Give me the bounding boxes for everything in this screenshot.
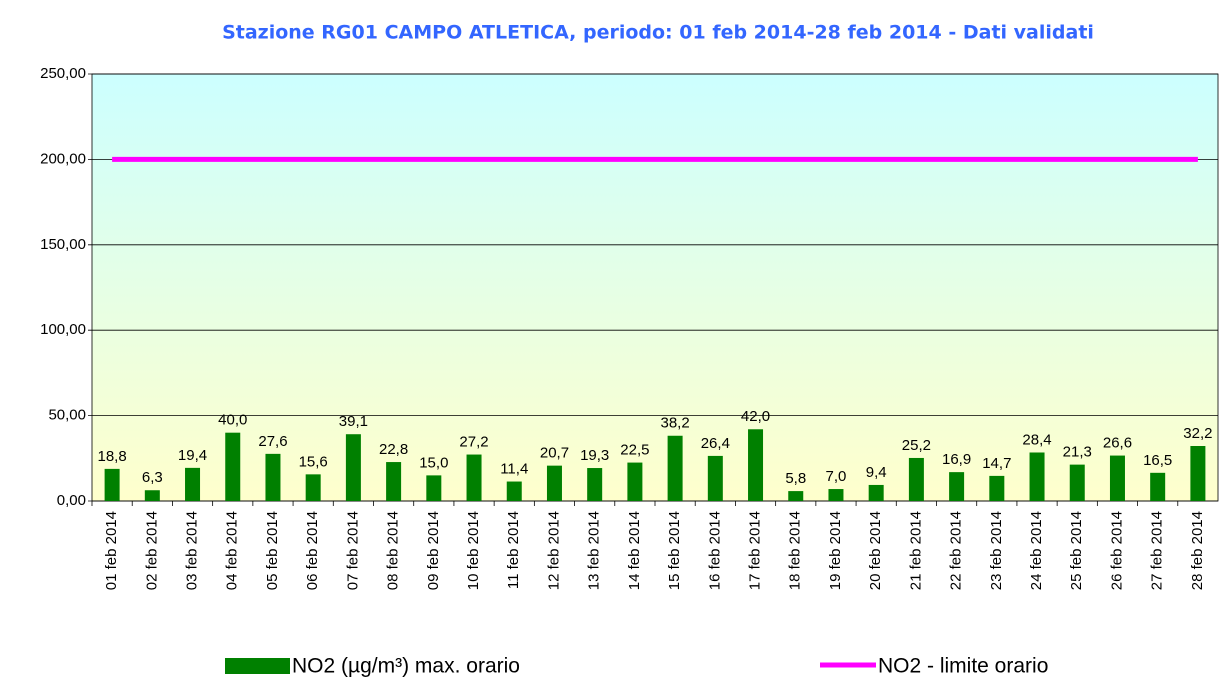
data-label: 39,1 xyxy=(339,413,368,430)
x-tick-label: 08 feb 2014 xyxy=(385,511,402,590)
data-label: 16,9 xyxy=(942,451,971,468)
x-tick-label: 09 feb 2014 xyxy=(425,511,442,590)
bar xyxy=(466,454,482,501)
bar xyxy=(587,468,603,501)
x-tick-label: 19 feb 2014 xyxy=(827,511,844,590)
y-tick-label: 200,00 xyxy=(40,150,86,167)
data-label: 15,0 xyxy=(419,454,448,471)
y-tick-label: 100,00 xyxy=(40,321,86,338)
x-tick-label: 12 feb 2014 xyxy=(545,511,562,590)
legend-label: NO2 - limite orario xyxy=(878,655,1048,678)
y-tick-label: 150,00 xyxy=(40,236,86,253)
bar xyxy=(908,457,924,501)
x-tick-label: 13 feb 2014 xyxy=(586,511,603,590)
x-tick-label: 17 feb 2014 xyxy=(747,511,764,590)
x-tick-label: 06 feb 2014 xyxy=(304,511,321,590)
data-label: 15,6 xyxy=(299,453,328,470)
bar xyxy=(788,491,804,501)
data-label: 14,7 xyxy=(982,455,1011,472)
data-label: 7,0 xyxy=(826,468,847,485)
bar xyxy=(185,467,201,501)
bar xyxy=(1190,446,1206,501)
y-tick-label: 250,00 xyxy=(40,65,86,82)
bar xyxy=(1109,455,1125,501)
legend-label: NO2 (µg/m³) max. orario xyxy=(292,655,520,678)
bar xyxy=(707,455,723,501)
chart-title: Stazione RG01 CAMPO ATLETICA, periodo: 0… xyxy=(222,22,1094,44)
bar xyxy=(627,462,643,501)
bar xyxy=(1150,472,1166,501)
data-label: 20,7 xyxy=(540,445,569,462)
x-tick-label: 11 feb 2014 xyxy=(505,511,522,589)
bar xyxy=(506,481,522,501)
x-tick-label: 25 feb 2014 xyxy=(1068,511,1085,590)
x-tick-label: 05 feb 2014 xyxy=(264,511,281,590)
bar xyxy=(225,432,241,501)
bar xyxy=(546,465,562,501)
x-tick-label: 21 feb 2014 xyxy=(907,511,924,590)
x-tick-label: 04 feb 2014 xyxy=(224,511,241,590)
data-label: 27,2 xyxy=(459,434,488,451)
bar xyxy=(386,462,402,501)
bar xyxy=(667,435,683,501)
bar xyxy=(305,474,321,501)
x-tick-label: 24 feb 2014 xyxy=(1028,511,1045,590)
data-label: 11,4 xyxy=(500,460,528,477)
x-tick-label: 26 feb 2014 xyxy=(1108,511,1125,590)
x-tick-label: 22 feb 2014 xyxy=(948,511,965,590)
y-tick-label: 0,00 xyxy=(57,492,86,509)
data-label: 26,6 xyxy=(1103,435,1132,452)
data-label: 21,3 xyxy=(1063,444,1092,461)
bar xyxy=(748,429,764,501)
data-label: 9,4 xyxy=(866,464,887,481)
x-tick-label: 14 feb 2014 xyxy=(626,511,643,590)
data-label: 25,2 xyxy=(902,437,931,454)
y-tick-label: 50,00 xyxy=(48,407,86,424)
data-label: 16,5 xyxy=(1143,452,1172,469)
bar xyxy=(1069,464,1085,501)
bar xyxy=(104,468,120,501)
bar xyxy=(144,490,160,501)
legend-swatch xyxy=(225,658,290,674)
bar xyxy=(989,475,1005,501)
x-tick-label: 23 feb 2014 xyxy=(988,511,1005,590)
x-tick-label: 03 feb 2014 xyxy=(184,511,201,590)
bar xyxy=(1029,452,1045,501)
x-tick-label: 28 feb 2014 xyxy=(1189,511,1206,590)
data-label: 6,3 xyxy=(142,469,163,486)
data-label: 42,0 xyxy=(741,408,770,425)
bar xyxy=(868,484,884,501)
data-label: 19,4 xyxy=(178,447,207,464)
x-tick-label: 02 feb 2014 xyxy=(143,511,160,590)
bar xyxy=(265,453,281,501)
data-label: 38,2 xyxy=(661,415,690,432)
data-label: 18,8 xyxy=(98,448,127,465)
data-label: 40,0 xyxy=(218,412,247,429)
x-tick-label: 07 feb 2014 xyxy=(344,511,361,590)
data-label: 26,4 xyxy=(701,435,730,452)
x-tick-label: 15 feb 2014 xyxy=(666,511,683,590)
x-tick-label: 10 feb 2014 xyxy=(465,511,482,590)
plot-area xyxy=(91,73,1219,502)
x-tick-label: 16 feb 2014 xyxy=(706,511,723,590)
bar xyxy=(345,434,361,501)
data-label: 5,8 xyxy=(785,470,806,487)
x-tick-label: 20 feb 2014 xyxy=(867,511,884,590)
bar xyxy=(949,472,965,501)
data-label: 27,6 xyxy=(258,433,287,450)
bar xyxy=(426,475,442,501)
bar xyxy=(828,489,844,501)
x-tick-label: 18 feb 2014 xyxy=(787,511,804,590)
data-label: 22,8 xyxy=(379,441,408,458)
data-label: 22,5 xyxy=(620,442,649,459)
x-tick-label: 27 feb 2014 xyxy=(1149,511,1166,590)
x-tick-label: 01 feb 2014 xyxy=(103,511,120,590)
data-label: 28,4 xyxy=(1022,431,1051,448)
data-label: 32,2 xyxy=(1183,425,1212,442)
data-label: 19,3 xyxy=(580,447,609,464)
